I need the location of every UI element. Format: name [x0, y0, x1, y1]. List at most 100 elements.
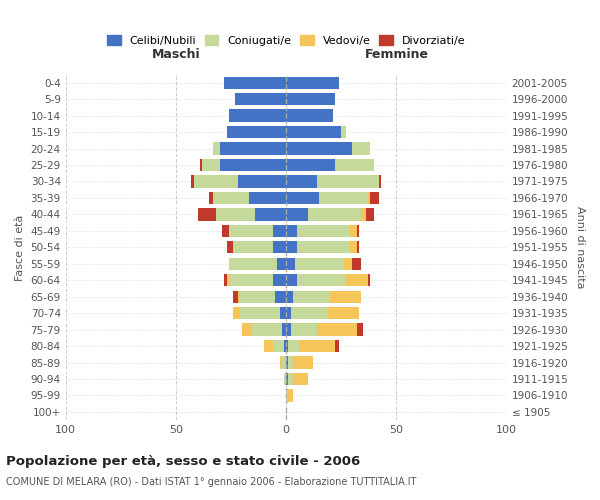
Bar — [379, 176, 381, 188]
Bar — [227, 126, 286, 138]
Bar — [198, 208, 215, 220]
Bar — [242, 324, 251, 336]
Y-axis label: Anni di nascita: Anni di nascita — [575, 206, 585, 288]
Bar — [295, 258, 344, 270]
Bar — [286, 224, 297, 237]
Bar — [222, 224, 229, 237]
Bar — [365, 208, 374, 220]
Bar — [251, 324, 282, 336]
Bar — [286, 192, 319, 204]
Bar — [273, 224, 286, 237]
Bar — [256, 208, 286, 220]
Bar — [286, 307, 290, 320]
Bar — [317, 324, 357, 336]
Bar — [286, 324, 290, 336]
Bar — [284, 340, 286, 352]
Bar — [273, 340, 284, 352]
Bar — [227, 241, 233, 254]
Text: Popolazione per età, sesso e stato civile - 2006: Popolazione per età, sesso e stato civil… — [6, 455, 360, 468]
Bar — [286, 340, 289, 352]
Bar — [328, 307, 359, 320]
Bar — [293, 290, 331, 303]
Bar — [286, 241, 297, 254]
Bar — [286, 142, 352, 154]
Bar — [286, 176, 317, 188]
Bar — [290, 307, 328, 320]
Bar — [357, 224, 359, 237]
Bar — [317, 176, 379, 188]
Bar — [249, 192, 286, 204]
Bar — [280, 307, 286, 320]
Bar — [289, 356, 293, 368]
Bar — [209, 192, 214, 204]
Bar — [289, 340, 299, 352]
Bar — [229, 110, 286, 122]
Bar — [286, 76, 339, 89]
Bar — [361, 208, 365, 220]
Bar — [357, 241, 359, 254]
Bar — [293, 356, 313, 368]
Bar — [280, 356, 282, 368]
Bar — [352, 258, 361, 270]
Bar — [235, 93, 286, 106]
Bar — [273, 274, 286, 286]
Bar — [275, 290, 286, 303]
Bar — [240, 290, 275, 303]
Bar — [264, 340, 273, 352]
Bar — [214, 192, 249, 204]
Bar — [286, 290, 293, 303]
Bar — [286, 258, 295, 270]
Bar — [297, 274, 346, 286]
Bar — [191, 176, 194, 188]
Bar — [346, 274, 368, 286]
Bar — [277, 258, 286, 270]
Bar — [286, 390, 289, 402]
Bar — [238, 176, 286, 188]
Bar — [273, 241, 286, 254]
Bar — [290, 324, 317, 336]
Bar — [289, 373, 293, 385]
Bar — [224, 76, 286, 89]
Bar — [233, 290, 238, 303]
Bar — [368, 274, 370, 286]
Bar — [344, 258, 352, 270]
Text: COMUNE DI MELARA (RO) - Dati ISTAT 1° gennaio 2006 - Elaborazione TUTTITALIA.IT: COMUNE DI MELARA (RO) - Dati ISTAT 1° ge… — [6, 477, 416, 487]
Bar — [227, 274, 229, 286]
Bar — [297, 224, 350, 237]
Text: Maschi: Maschi — [152, 48, 200, 62]
Bar — [282, 356, 286, 368]
Bar — [233, 241, 273, 254]
Bar — [233, 307, 240, 320]
Bar — [200, 159, 202, 171]
Bar — [194, 176, 238, 188]
Bar — [286, 126, 341, 138]
Bar — [215, 208, 256, 220]
Bar — [286, 373, 289, 385]
Bar — [331, 290, 361, 303]
Bar — [286, 356, 289, 368]
Bar — [368, 192, 370, 204]
Bar — [214, 142, 220, 154]
Bar — [297, 241, 350, 254]
Bar — [284, 373, 286, 385]
Bar — [335, 340, 339, 352]
Bar — [240, 307, 280, 320]
Bar — [224, 274, 227, 286]
Bar — [357, 324, 364, 336]
Bar — [299, 340, 335, 352]
Bar — [220, 142, 286, 154]
Bar — [319, 192, 368, 204]
Bar — [220, 159, 286, 171]
Bar — [286, 208, 308, 220]
Bar — [289, 390, 293, 402]
Bar — [282, 324, 286, 336]
Text: Femmine: Femmine — [364, 48, 428, 62]
Y-axis label: Fasce di età: Fasce di età — [15, 214, 25, 280]
Bar — [286, 93, 335, 106]
Bar — [350, 224, 357, 237]
Bar — [286, 274, 297, 286]
Bar — [202, 159, 220, 171]
Bar — [352, 142, 370, 154]
Bar — [286, 159, 335, 171]
Bar — [350, 241, 357, 254]
